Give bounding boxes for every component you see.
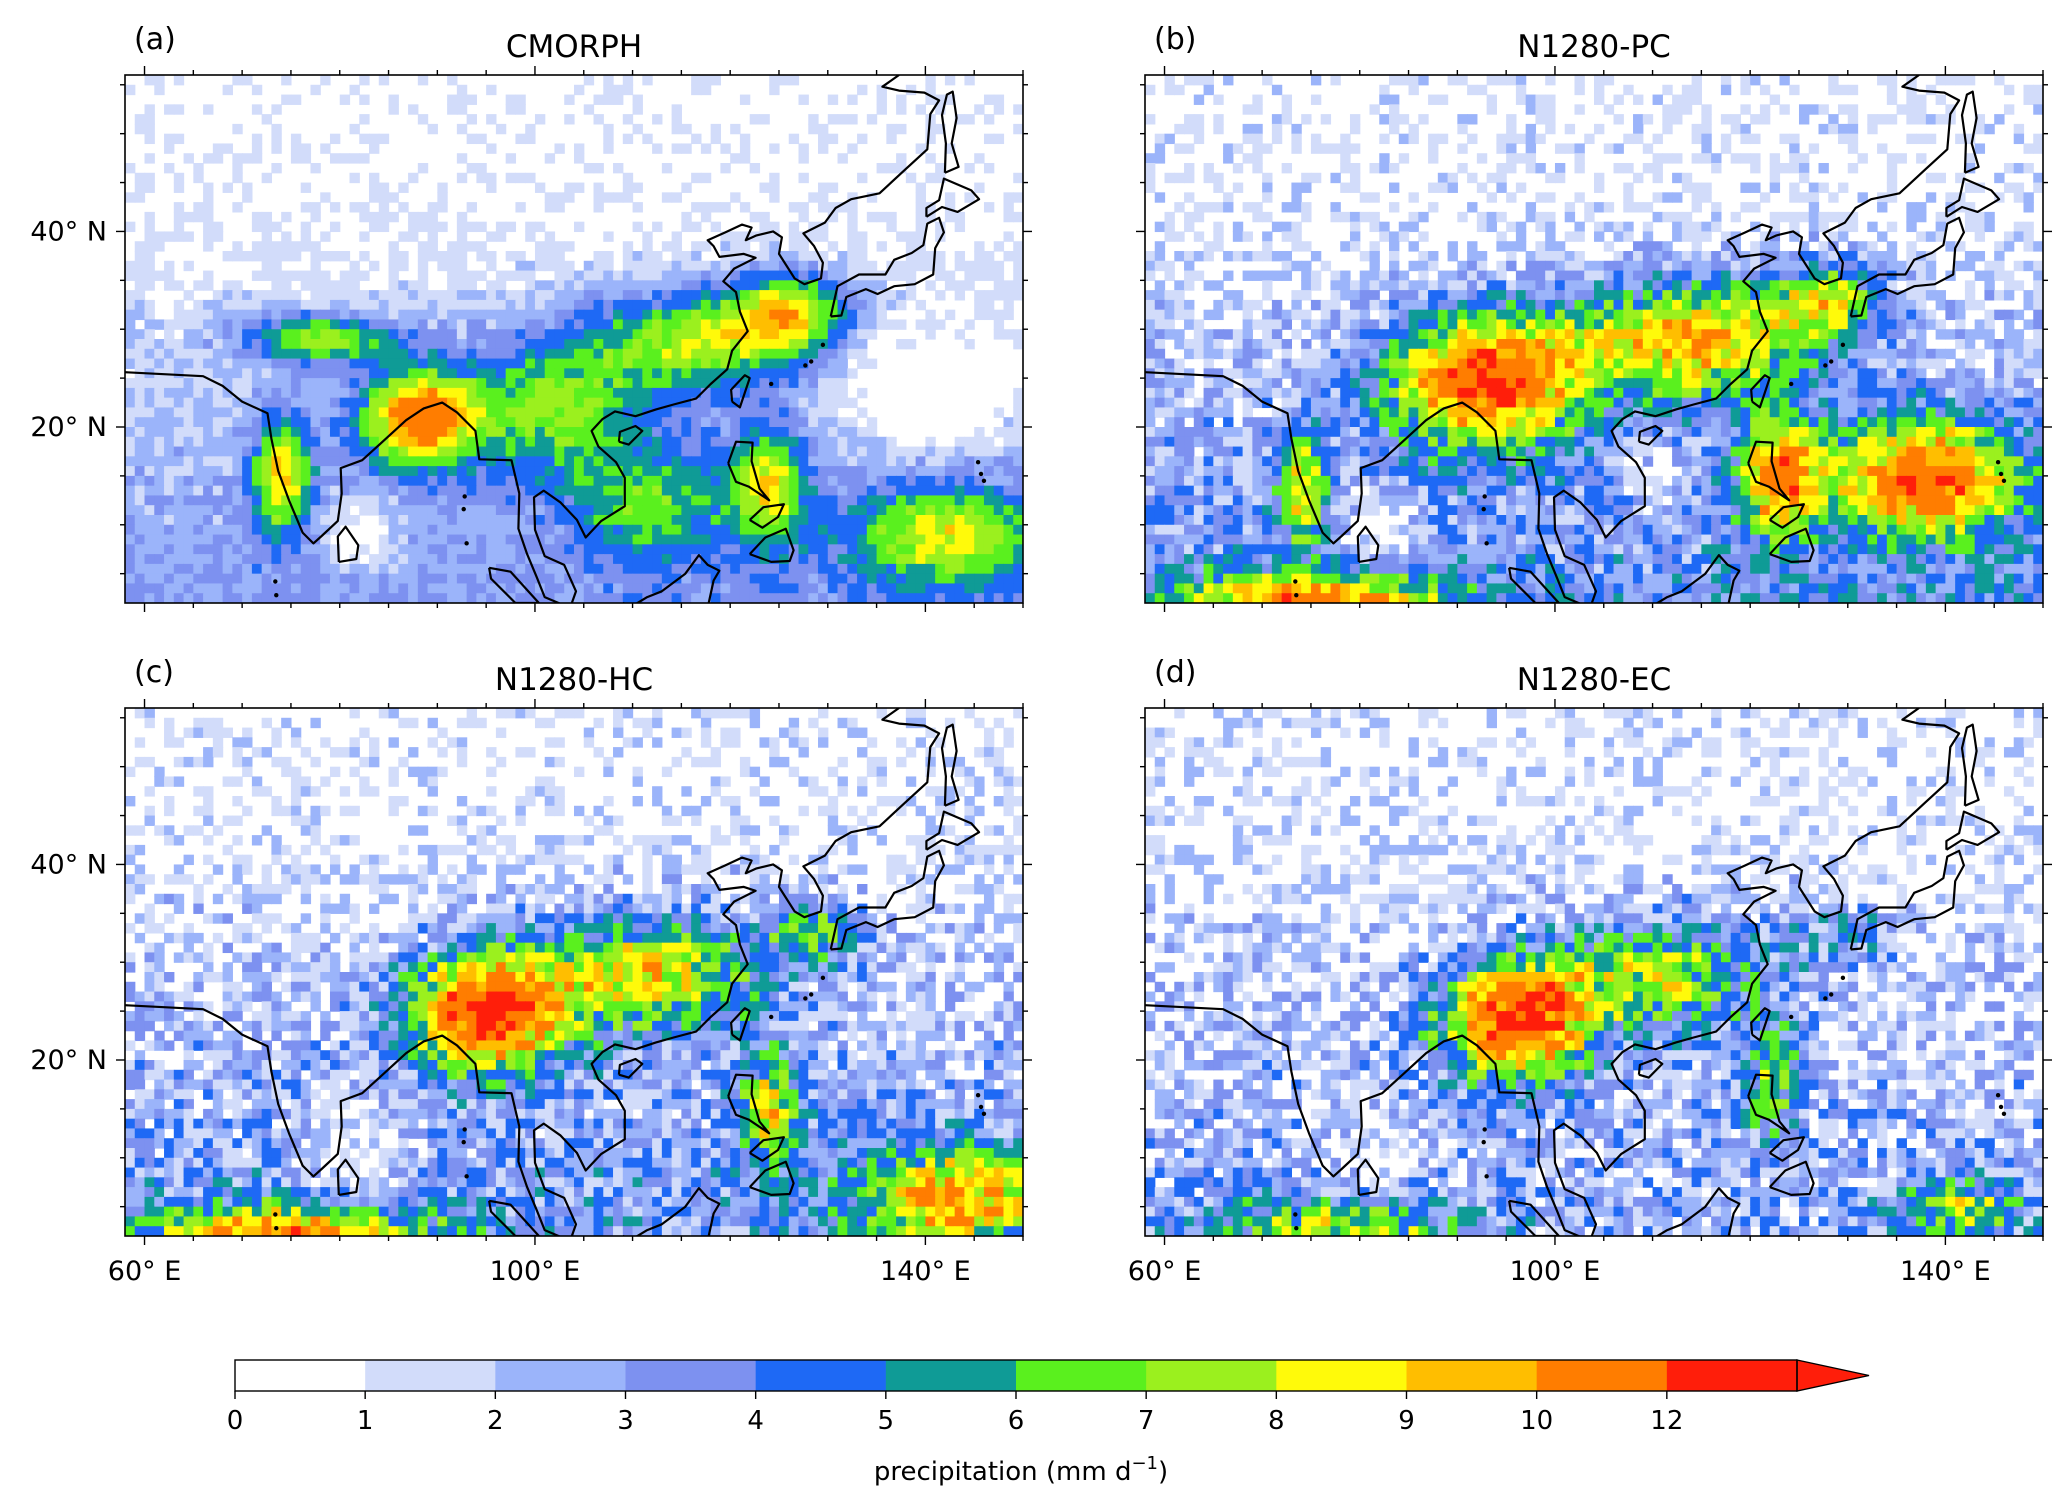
colorbar-tick-label: 12: [1650, 1406, 1683, 1436]
colorbar-tick-label: 3: [617, 1406, 634, 1436]
panel-title: CMORPH: [506, 29, 642, 65]
colorbar-tick-label: 7: [1138, 1406, 1155, 1436]
panel-d: 60° E 100° E 140° E (d) N1280-EC: [1128, 655, 2052, 1287]
map-frame: [124, 74, 1024, 604]
panel-title: N1280-PC: [1517, 29, 1671, 65]
colorbar-segment: [1536, 1360, 1668, 1391]
panel-label: (a): [134, 22, 176, 57]
panel-c: 20° N 40° N 60° E 100° E 140° E (c) N1280-HC: [30, 655, 1032, 1287]
colorbar-tick-label: 8: [1268, 1406, 1285, 1436]
precip-field: [1145, 708, 2043, 1236]
panel-title: N1280-EC: [1517, 662, 1672, 698]
coastlines: [1145, 708, 2007, 1236]
colorbar-tick-label: 4: [747, 1406, 764, 1436]
colorbar-tick-label: 10: [1520, 1406, 1553, 1436]
colorbar-segment: [235, 1360, 366, 1391]
precip-field: [1145, 75, 2043, 603]
panel-b: (b) N1280-PC: [1136, 22, 2052, 612]
map-frame: [124, 707, 1024, 1237]
panel-label: (d): [1154, 655, 1196, 690]
panel-a: 20° N 40° N (a) CMORPH: [30, 22, 1032, 612]
lat-tick-label: 20° N: [30, 1045, 107, 1076]
lon-tick-label: 60° E: [108, 1256, 182, 1287]
map-frame: [1144, 707, 2044, 1237]
colorbar-segment: [1666, 1360, 1798, 1391]
colorbar-segment: [365, 1360, 496, 1391]
lon-tick-label: 140° E: [1900, 1256, 1991, 1287]
lon-tick-label: 100° E: [490, 1256, 581, 1287]
panel-label: (b): [1154, 22, 1196, 57]
colorbar-segment: [755, 1360, 887, 1391]
coastlines: [125, 75, 987, 603]
colorbar-tick-label: 1: [357, 1406, 374, 1436]
lon-tick-label: 100° E: [1510, 1256, 1601, 1287]
panel-label: (c): [134, 655, 174, 690]
colorbar-segment: [1276, 1360, 1407, 1391]
colorbar-label: precipitation (mm d−1): [874, 1453, 1168, 1487]
colorbar-segment: [885, 1360, 1017, 1391]
colorbar-segment: [1146, 1360, 1277, 1391]
precip-field: [125, 75, 1023, 603]
precip-field: [125, 708, 1023, 1236]
colorbar-extend-arrow: [1796, 1359, 1870, 1392]
lat-tick-label: 20° N: [30, 412, 107, 443]
colorbar-segment: [625, 1360, 757, 1391]
map-frame: [1144, 74, 2044, 604]
lon-tick-label: 140° E: [880, 1256, 971, 1287]
colorbar-segment: [495, 1360, 626, 1391]
colorbar-tick-label: 5: [878, 1406, 895, 1436]
coastlines: [125, 708, 987, 1236]
lon-tick-label: 60° E: [1128, 1256, 1202, 1287]
lat-tick-label: 40° N: [30, 216, 107, 247]
lat-tick-label: 40° N: [30, 849, 107, 880]
colorbar-segment: [1016, 1360, 1147, 1391]
coastlines: [1145, 75, 2007, 603]
colorbar-tick-label: 2: [487, 1406, 504, 1436]
panel-title: N1280-HC: [495, 662, 653, 698]
colorbar-tick-label: 6: [1008, 1406, 1025, 1436]
colorbar-tick-label: 0: [227, 1406, 244, 1436]
colorbar-segment: [1406, 1360, 1538, 1391]
colorbar-tick-label: 9: [1398, 1406, 1415, 1436]
